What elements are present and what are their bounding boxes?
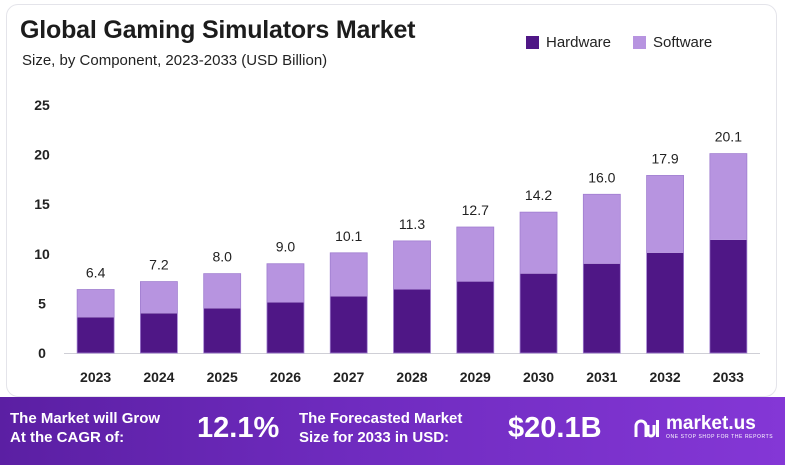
bar-chart: 05101520256.420237.220248.020259.0202610… [34,97,760,385]
bar-outline-2026 [266,263,305,354]
x-tick-label-2027: 2027 [333,369,364,385]
legend-item-software: Software [633,34,712,51]
bar-software-2030 [520,212,558,274]
bar-software-2029 [456,227,494,282]
bar-outline-2030 [519,211,558,354]
bar-hardware-2025 [203,308,241,353]
legend-item-hardware: Hardware [526,34,611,51]
bar-outline-2023 [76,289,115,354]
bar-hardware-2027 [330,296,368,353]
bar-software-2023 [77,289,115,318]
forecast-caption-line1: The Forecasted Market [299,410,463,427]
x-tick-label-2026: 2026 [270,369,301,385]
bar-software-2033 [709,153,747,240]
bar-hardware-2033 [709,239,747,353]
brand-logo: market.us ONE STOP SHOP FOR THE REPORTS [634,413,774,440]
total-label-2026: 9.0 [276,239,296,255]
y-tick-label: 5 [38,295,46,311]
forecast-value: $20.1B [508,412,602,444]
bar-hardware-2028 [393,289,431,353]
total-label-2030: 14.2 [525,187,552,203]
bar-outline-2029 [456,226,495,354]
chart-subtitle: Size, by Component, 2023-2033 (USD Billi… [22,52,328,69]
chart-legend: Hardware Software [526,34,712,51]
total-label-2032: 17.9 [651,150,678,166]
x-tick-label-2023: 2023 [80,369,111,385]
bar-hardware-2029 [456,281,494,353]
total-label-2029: 12.7 [462,202,489,218]
total-label-2024: 7.2 [149,257,169,273]
bar-hardware-2030 [520,273,558,353]
total-label-2033: 20.1 [715,129,742,145]
bar-outline-2024 [140,281,178,354]
total-label-2023: 6.4 [86,265,106,281]
x-tick-label-2024: 2024 [143,369,174,385]
y-tick-label: 25 [34,97,50,113]
bar-software-2024 [140,281,178,314]
bar-outline-2033 [709,153,748,354]
bar-software-2028 [393,240,431,290]
bar-outline-2027 [329,252,368,354]
bar-hardware-2031 [583,263,621,353]
bar-software-2027 [330,252,368,297]
y-tick-label: 10 [34,246,50,262]
cagr-caption-line2: At the CAGR of: [10,429,125,446]
bar-software-2032 [646,175,684,253]
x-tick-label-2025: 2025 [207,369,238,385]
cagr-caption: The Market will Grow At the CAGR of: [10,409,160,447]
x-tick-label-2031: 2031 [586,369,617,385]
bar-software-2031 [583,194,621,264]
legend-label-software: Software [653,34,713,51]
legend-swatch-hardware [526,36,539,49]
bar-software-2025 [203,273,241,309]
total-label-2031: 16.0 [588,169,615,185]
bar-hardware-2024 [140,313,178,353]
bar-outline-2025 [203,273,242,354]
bar-hardware-2026 [266,302,304,353]
total-label-2028: 11.3 [399,216,425,232]
x-tick-label-2028: 2028 [396,369,427,385]
bar-software-2026 [266,263,304,303]
cagr-caption-line1: The Market will Grow [10,410,161,427]
market-us-logo-icon [634,419,659,437]
bar-hardware-2032 [646,252,684,353]
x-tick-label-2033: 2033 [713,369,744,385]
total-label-2027: 10.1 [335,228,362,244]
brand-name: market.us [666,413,756,434]
bar-outline-2031 [582,193,621,354]
bar-hardware-2023 [77,317,115,353]
y-tick-label: 20 [34,147,50,163]
x-tick-label-2029: 2029 [460,369,491,385]
cagr-value: 12.1% [197,412,280,444]
legend-label-hardware: Hardware [546,34,612,51]
brand-tagline: ONE STOP SHOP FOR THE REPORTS [666,434,774,440]
y-tick-label: 15 [34,196,50,212]
y-tick-label: 0 [38,345,46,361]
chart-title: Global Gaming Simulators Market [20,16,416,44]
x-tick-label-2032: 2032 [650,369,681,385]
footer-banner: The Market will Grow At the CAGR of: 12.… [0,397,785,465]
forecast-caption-line2: Size for 2033 in USD: [299,429,450,446]
bar-outline-2028 [393,240,431,354]
forecast-caption: The Forecasted Market Size for 2033 in U… [299,409,462,447]
legend-swatch-software [633,36,647,49]
bar-outline-2032 [646,175,684,354]
x-tick-label-2030: 2030 [523,369,554,385]
total-label-2025: 8.0 [212,249,232,265]
